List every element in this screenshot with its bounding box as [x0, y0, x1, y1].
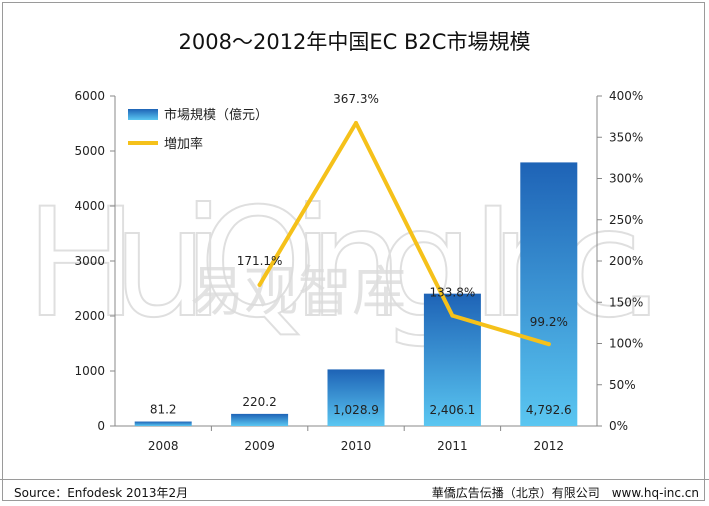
right-tick-label: 350% — [609, 130, 643, 144]
left-tick-label: 3000 — [74, 254, 105, 268]
watermark-text-cn: 易观智库 — [190, 260, 406, 323]
right-tick-label: 200% — [609, 254, 643, 268]
right-tick-label: 250% — [609, 213, 643, 227]
source-note: Source：Enfodesk 2013年2月 — [14, 486, 189, 500]
left-tick-label: 4000 — [74, 199, 105, 213]
legend-bar-label: 市場規模（億元） — [164, 107, 268, 123]
credit-note: 華僑広告伝播（北京）有限公司 www.hq-inc.cn — [431, 486, 699, 500]
bar — [134, 421, 192, 426]
bar-data-label: 220.2 — [242, 395, 276, 409]
footer-divider — [0, 479, 709, 506]
x-tick-label: 2010 — [341, 439, 372, 453]
growth-rate-point — [354, 120, 358, 125]
growth-rate-point — [546, 342, 551, 347]
bar — [520, 162, 578, 427]
growth-rate-line — [257, 120, 551, 347]
left-tick-label: 2000 — [74, 309, 105, 323]
right-tick-label: 300% — [609, 172, 643, 186]
growth-rate-label: 367.3% — [333, 92, 379, 106]
bar-data-label: 2,406.1 — [429, 403, 475, 417]
right-tick-label: 150% — [609, 295, 643, 309]
bar-data-label: 4,792.6 — [526, 403, 572, 417]
growth-rate-label: 171.1% — [237, 254, 283, 268]
growth-rate-point — [450, 313, 455, 318]
left-tick-label: 6000 — [74, 89, 105, 103]
growth-rate-label: 133.8% — [430, 286, 476, 300]
growth-rate-label: 99.2% — [530, 315, 568, 329]
bar-data-label: 1,028.9 — [333, 403, 379, 417]
x-tick-label: 2009 — [244, 439, 275, 453]
x-tick-label: 2012 — [534, 439, 565, 453]
left-tick-label: 0 — [97, 419, 105, 433]
left-tick-label: 5000 — [74, 144, 105, 158]
bar — [327, 369, 385, 426]
chart-title: 2008～2012年中国EC B2C市場規模 — [178, 30, 531, 54]
x-tick-label: 2011 — [437, 439, 468, 453]
growth-rate-point — [257, 282, 262, 287]
bar-data-label: 81.2 — [150, 403, 177, 417]
right-tick-label: 0% — [609, 419, 628, 433]
left-tick-label: 1000 — [74, 364, 105, 378]
legend-bar-swatch — [128, 109, 158, 120]
legend-line-label: 増加率 — [164, 136, 203, 152]
bar — [231, 413, 289, 426]
right-tick-label: 400% — [609, 89, 643, 103]
right-tick-label: 50% — [609, 378, 636, 392]
x-tick-label: 2008 — [148, 439, 179, 453]
right-tick-label: 100% — [609, 337, 643, 351]
